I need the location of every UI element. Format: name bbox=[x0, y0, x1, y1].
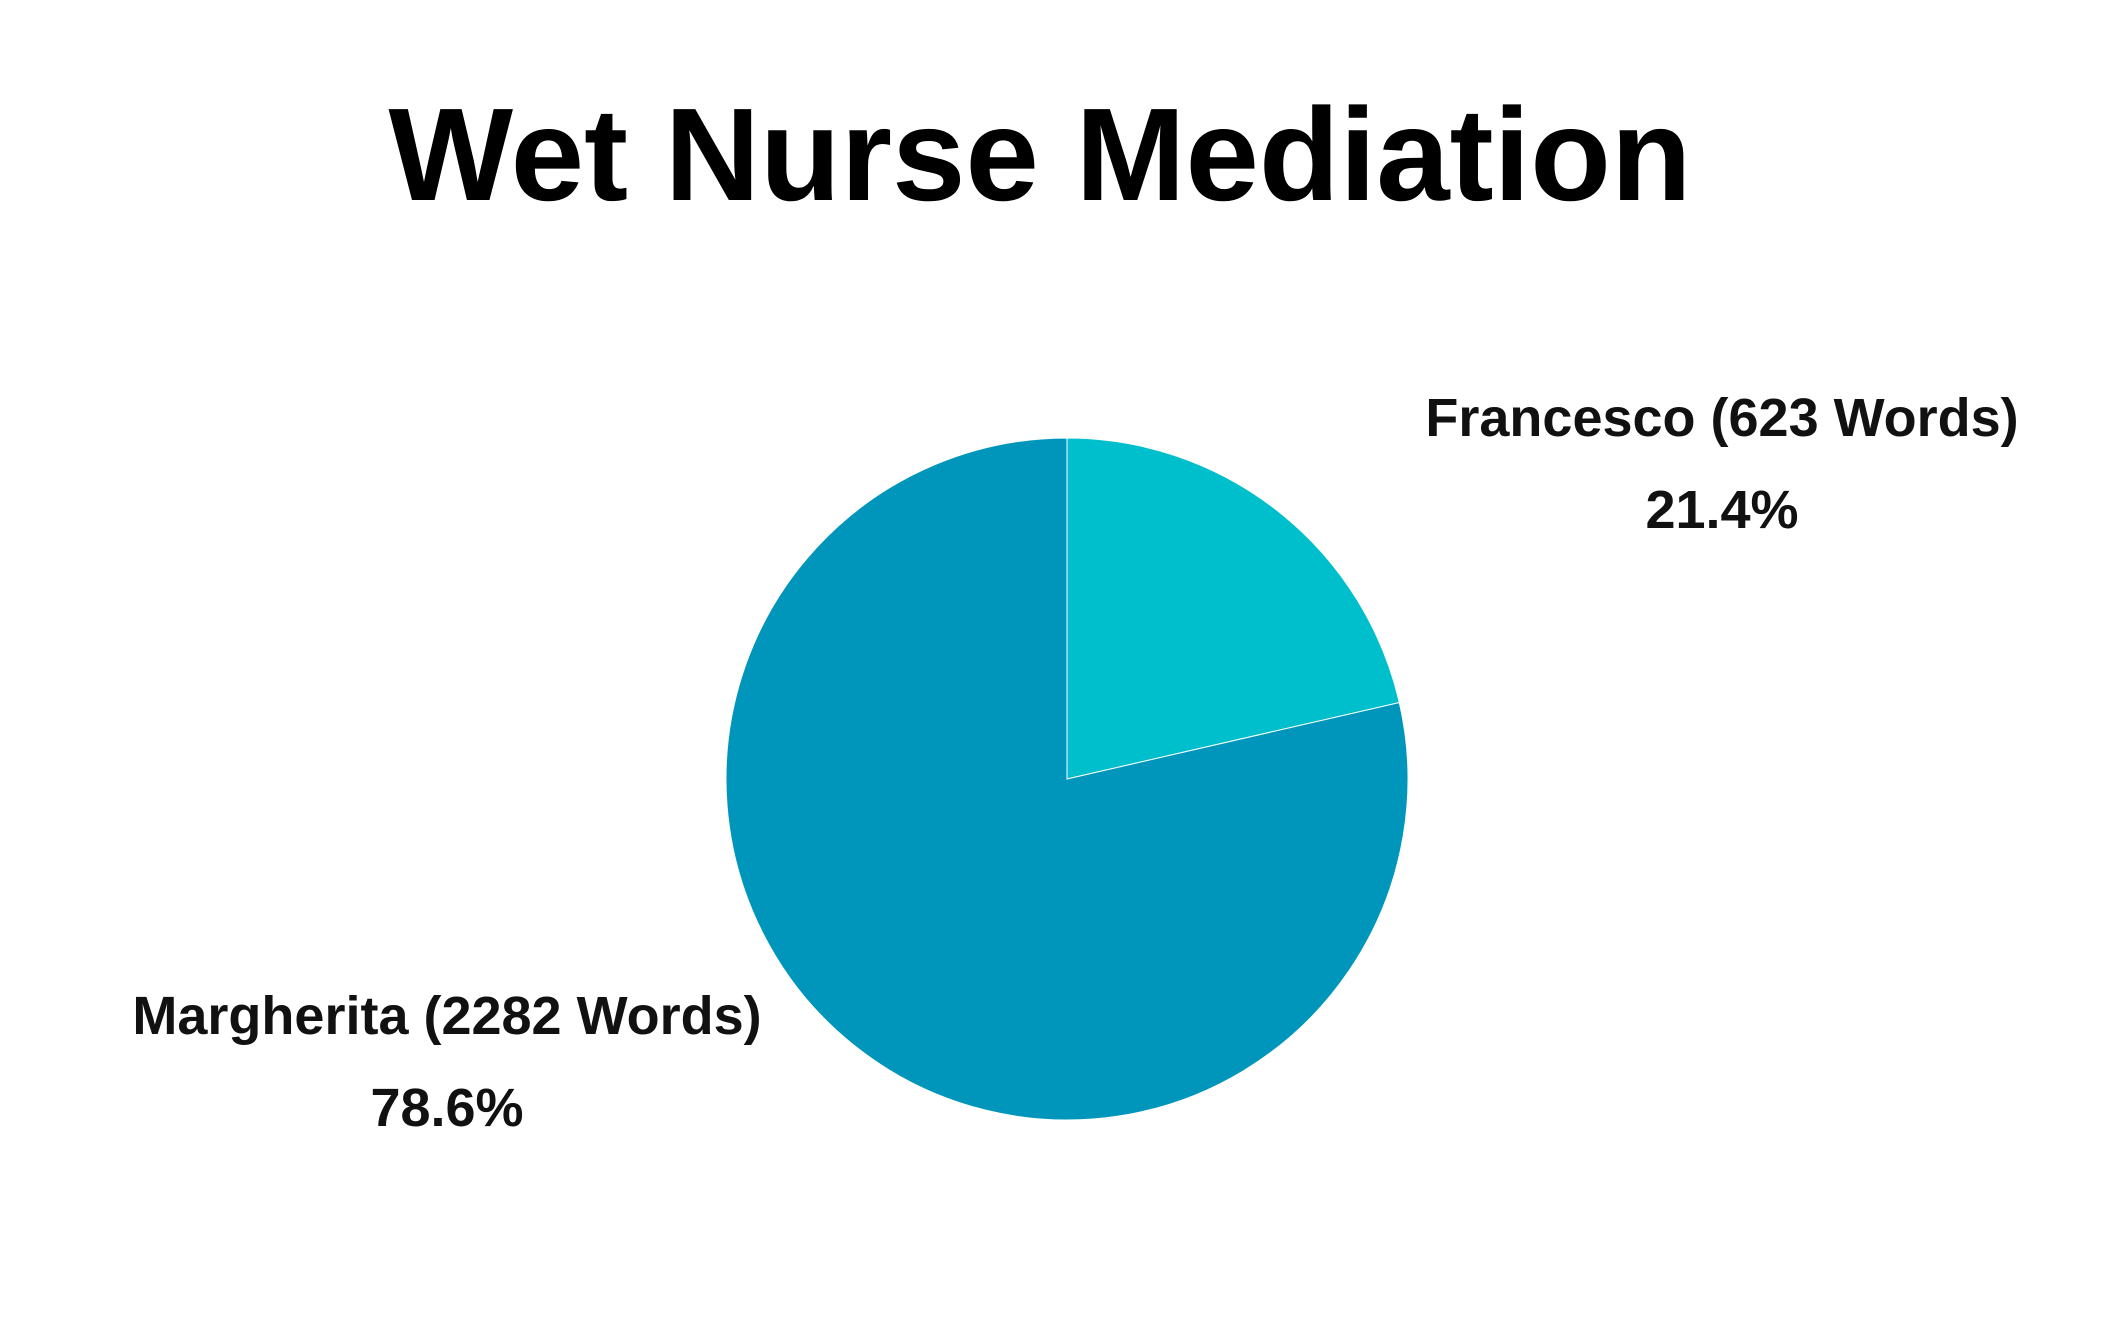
slice-label: Margherita (2282 Words) bbox=[132, 986, 761, 1046]
slice-value-label: 78.6% bbox=[370, 1078, 523, 1138]
chart-title: Wet Nurse Mediation bbox=[388, 81, 1691, 228]
pie-slice bbox=[1066, 437, 1400, 780]
pie-slice bbox=[725, 437, 1409, 1121]
slice-value-label: 21.4% bbox=[1645, 480, 1798, 540]
slice-label: Francesco (623 Words) bbox=[1425, 388, 2018, 448]
